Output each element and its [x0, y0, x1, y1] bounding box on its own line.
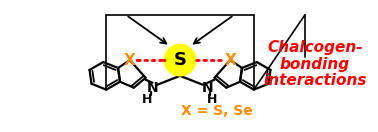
- FancyArrowPatch shape: [128, 16, 166, 44]
- Circle shape: [164, 44, 196, 76]
- FancyArrowPatch shape: [194, 16, 232, 44]
- Text: X: X: [224, 53, 236, 68]
- Text: H: H: [207, 93, 218, 106]
- Text: bonding: bonding: [280, 56, 350, 72]
- Text: Chalcogen-: Chalcogen-: [267, 40, 363, 55]
- Text: X = S, Se: X = S, Se: [181, 104, 252, 118]
- Text: X: X: [124, 53, 136, 68]
- Text: N: N: [147, 81, 158, 95]
- Text: interactions: interactions: [263, 73, 367, 88]
- Text: S: S: [174, 51, 186, 69]
- Text: N: N: [202, 81, 214, 95]
- Text: H: H: [143, 93, 153, 106]
